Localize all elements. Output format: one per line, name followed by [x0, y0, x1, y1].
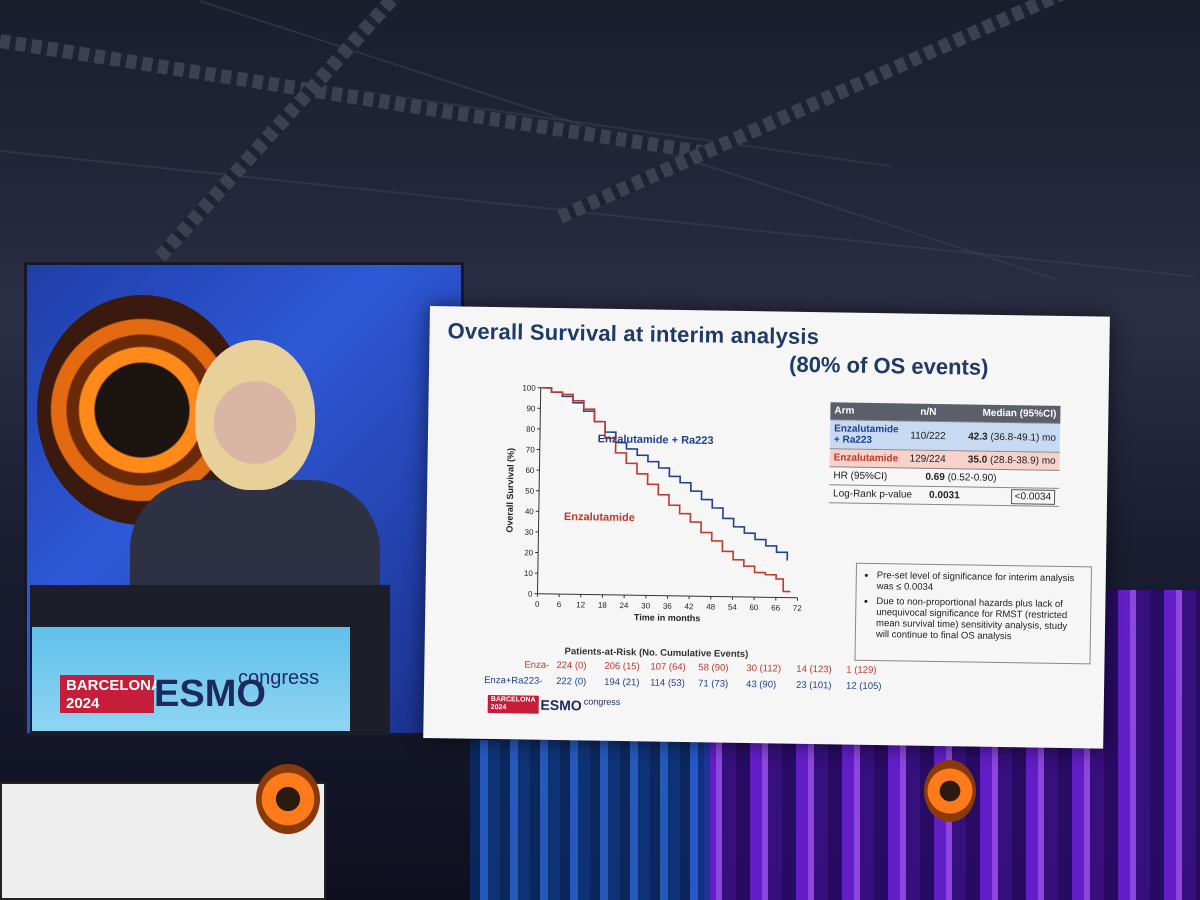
x-tick-label: 18 — [598, 601, 608, 610]
x-tick-label: 30 — [641, 601, 651, 610]
banner-city-block: BARCELONA 2024 — [60, 675, 162, 713]
x-tick-label: 42 — [684, 602, 694, 611]
y-axis-label: Overall Survival (%) — [504, 448, 515, 533]
risk-title: Patients-at-Risk (No. Cumulative Events) — [564, 646, 749, 661]
risk-label: Enza+Ra223- — [484, 674, 543, 687]
risk-value: 1 (129) — [846, 664, 877, 677]
presentation-slide: Overall Survival at interim analysis (80… — [423, 306, 1110, 749]
events-count: 110/222 — [910, 430, 946, 442]
x-tick-label: 60 — [749, 603, 759, 612]
risk-value: 58 (90) — [698, 662, 729, 674]
banner-word: congress — [238, 667, 320, 689]
y-tick-label: 60 — [525, 466, 535, 475]
banner-city: BARCELONA — [66, 677, 162, 694]
series-enzalutamide-ra223-line — [540, 386, 789, 561]
table-row: Enzalutamide + Ra223 110/222 42.3 (36.8-… — [829, 420, 1061, 453]
risk-value: 23 (101) — [796, 679, 832, 692]
y-tick-label: 100 — [522, 383, 536, 392]
hr-ci: (0.52-0.90) — [947, 472, 997, 484]
x-axis-label: Time in months — [634, 612, 700, 623]
risk-value: 30 (112) — [746, 663, 782, 675]
table-header: Median (95%CI) — [982, 407, 1057, 420]
x-tick-label: 54 — [728, 603, 738, 612]
y-tick-label: 30 — [524, 528, 534, 537]
note-item: Pre-set level of significance for interi… — [877, 570, 1083, 595]
risk-value: 224 (0) — [556, 660, 587, 672]
arm-name: Enzalutamide — [833, 452, 899, 465]
banner-org: ESMO — [154, 673, 266, 715]
stage-lamp — [256, 764, 320, 834]
footer-word: congress — [583, 696, 621, 708]
note-item: Due to non-proportional hazards plus lac… — [876, 596, 1083, 643]
y-tick-label: 70 — [526, 445, 536, 454]
risk-value: 14 (123) — [796, 663, 832, 676]
x-tick-label: 36 — [663, 602, 673, 611]
y-tick-label: 10 — [524, 569, 534, 578]
y-tick-label: 40 — [525, 507, 535, 516]
x-tick-label: 0 — [535, 600, 540, 609]
ceiling-truss — [557, 0, 1075, 224]
ceiling-line — [0, 150, 1194, 278]
y-tick-label: 90 — [526, 404, 536, 413]
y-tick-label: 0 — [528, 590, 533, 599]
hr-label: HR (95%CI) — [833, 470, 888, 483]
x-tick-label: 12 — [576, 600, 586, 609]
footer-org: ESMO — [540, 696, 582, 714]
banner-year: 2024 — [66, 695, 100, 712]
median-value: 42.3 — [968, 430, 988, 443]
arm-name: Enzalutamide + Ra223 — [833, 423, 899, 446]
table-header: Arm — [834, 405, 855, 417]
risk-value: 12 (105) — [845, 680, 882, 693]
x-tick-label: 66 — [771, 603, 781, 612]
speaker-body — [130, 480, 380, 600]
risk-value: 43 (90) — [746, 679, 777, 691]
x-tick-label: 6 — [557, 600, 562, 609]
risk-value: 206 (15) — [604, 660, 640, 673]
median-ci: (36.8-49.1) mo — [990, 431, 1057, 444]
x-tick-label: 24 — [619, 601, 629, 610]
risk-table: Patients-at-Risk (No. Cumulative Events)… — [484, 645, 882, 692]
risk-value: 107 (64) — [650, 661, 686, 674]
km-chart: 0 10 20 30 40 50 60 70 80 90 100 0 6 12 18 24 30 36 42 48 54… — [504, 383, 803, 623]
table-row: Log-Rank p-value 0.0031 <0.0034 — [828, 485, 1060, 507]
esmo-banner: BARCELONA 2024 ESMO congress — [32, 627, 350, 731]
series-enzalutamide-line — [540, 386, 791, 593]
results-table: Arm n/N Median (95%CI) Enzalutamide + Ra… — [828, 402, 1061, 507]
slide-title: Overall Survival at interim analysis — [447, 318, 820, 350]
median-ci: (28.8-38.9) mo — [989, 454, 1056, 467]
footer-year: 2024 — [490, 704, 507, 712]
risk-value: 114 (53) — [650, 677, 685, 690]
logrank-label: Log-Rank p-value — [833, 488, 913, 501]
slide-title-suffix: (80% of OS events) — [788, 351, 989, 380]
table-header: n/N — [920, 406, 937, 418]
threshold-value: <0.0034 — [1010, 489, 1056, 505]
x-tick-label: 72 — [793, 604, 803, 613]
footer-logo: BARCELONA 2024 ESMO congress — [487, 694, 621, 715]
risk-label: Enza- — [524, 659, 550, 671]
logrank-value: 0.0031 — [929, 489, 960, 502]
series-label-enzalutamide-ra223: Enzalutamide + Ra223 — [598, 433, 714, 447]
ceiling-truss — [154, 0, 447, 262]
y-axis-line — [536, 387, 542, 594]
risk-value: 222 (0) — [556, 676, 587, 688]
notes-box: Pre-set level of significance for interi… — [854, 562, 1092, 665]
stage-curtain-blue — [470, 740, 710, 900]
y-tick-label: 50 — [525, 487, 535, 496]
y-tick-label: 20 — [524, 548, 534, 557]
hr-value: 0.69 — [925, 471, 945, 484]
y-tick-label: 80 — [526, 425, 536, 434]
series-label-enzalutamide: Enzalutamide — [564, 511, 635, 524]
speaker-head — [195, 340, 315, 490]
median-value: 35.0 — [967, 454, 988, 466]
stage-lamp — [924, 760, 976, 822]
risk-value: 194 (21) — [604, 676, 640, 689]
footer-city-block: BARCELONA 2024 — [487, 694, 539, 714]
x-tick-label: 48 — [706, 602, 716, 611]
events-count: 129/224 — [909, 453, 946, 466]
risk-value: 71 (73) — [698, 678, 729, 690]
